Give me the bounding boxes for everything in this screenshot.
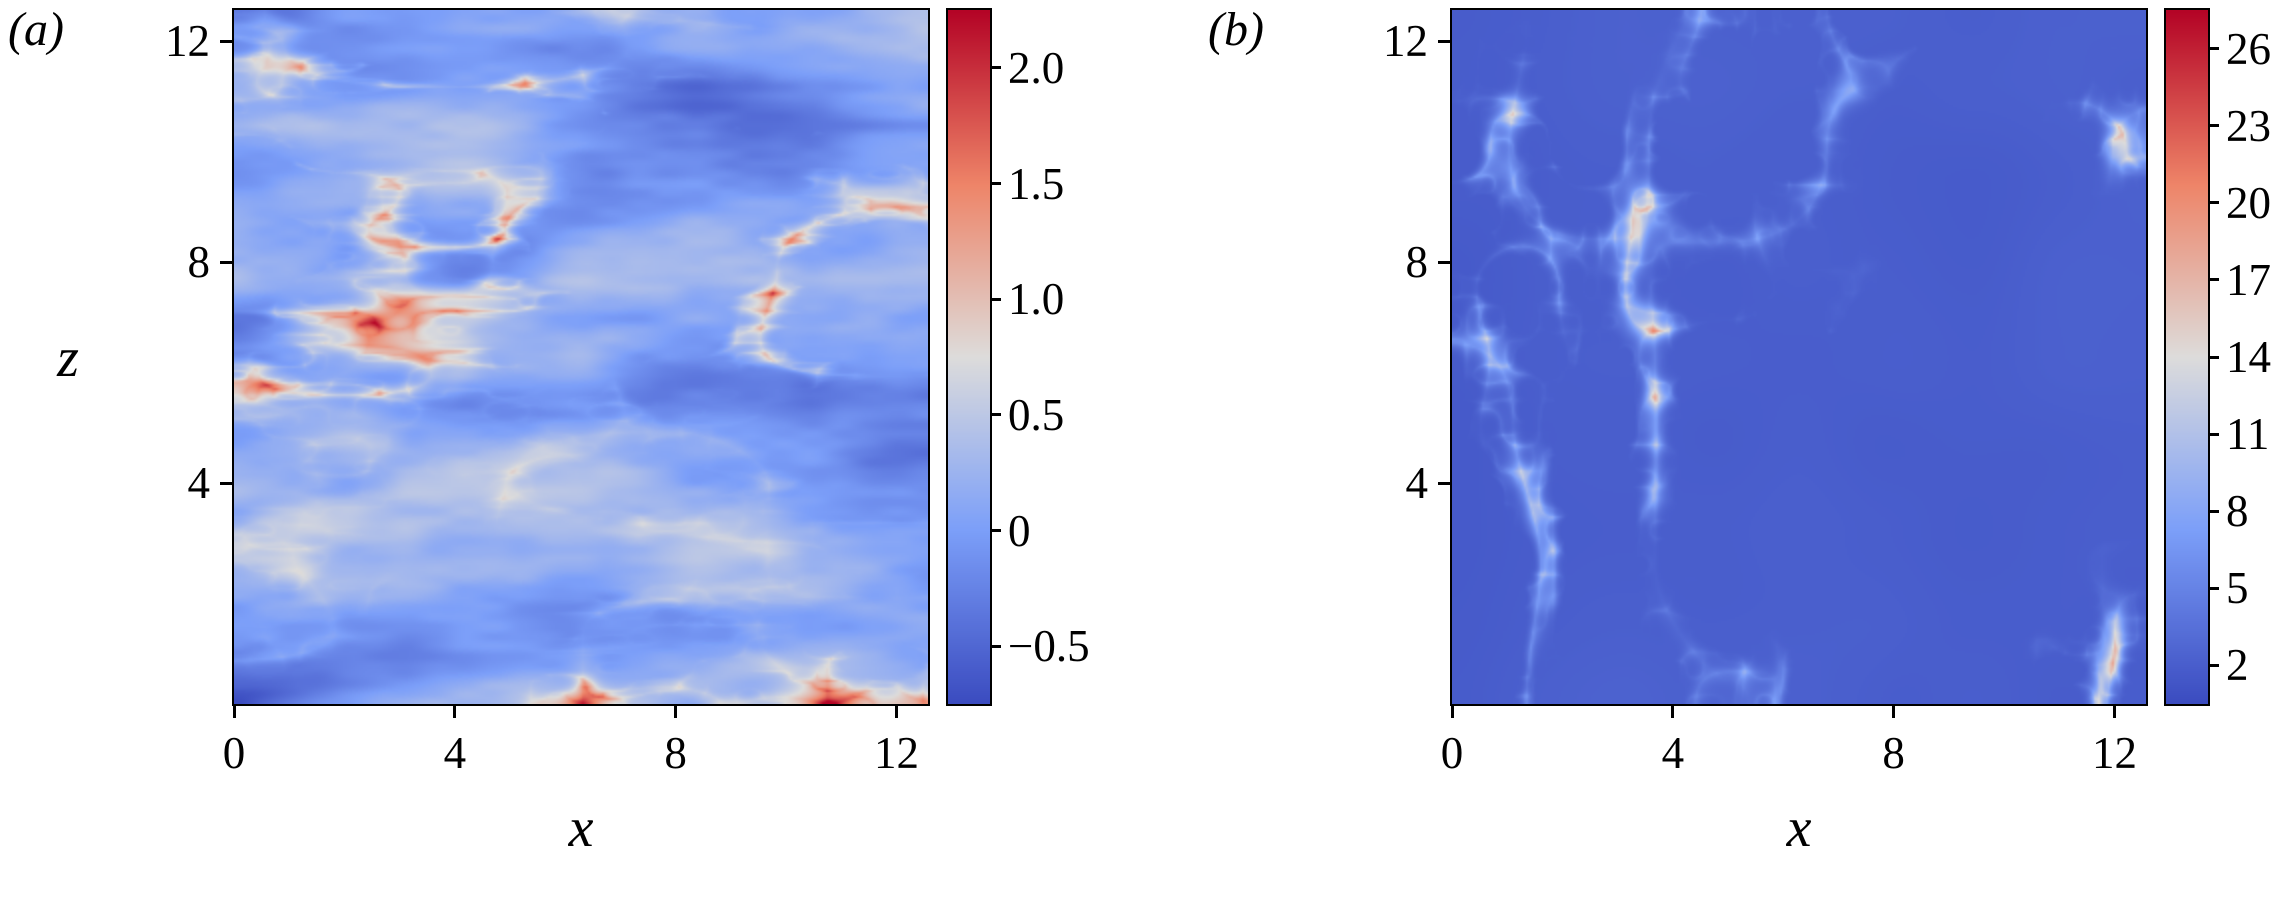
panel-b-colorbar-tick-mark (2210, 509, 2219, 513)
panel-a-x-tick-label: 12 (874, 728, 920, 778)
panel-b-x-tick-label: 12 (2092, 728, 2138, 778)
panel-b-colorbar-tick-label: 2 (2226, 640, 2249, 691)
panel-a-x-tick-label: 8 (664, 728, 687, 778)
panel-a-colorbar-tick-label: 0 (1008, 505, 1031, 556)
panel-b-colorbar-tick-mark (2210, 355, 2219, 359)
panel-b-y-tick-label: 12 (1383, 16, 1428, 67)
panel-a-colorbar-tick-mark (992, 297, 1001, 301)
panel-b-xlabel: x (1786, 797, 1812, 859)
panel-a-xlabel: x (568, 797, 594, 859)
panel-a-plot-frame (232, 8, 930, 706)
panel-a-y-tick-label: 8 (187, 237, 211, 288)
panel-b-colorbar-tick-mark (2210, 586, 2219, 590)
panel-b-colorbar-tick-label: 23 (2226, 100, 2271, 151)
panel-b-colorbar-tick-label: 5 (2226, 563, 2249, 614)
panel-a-y-tick-label: 4 (187, 458, 211, 509)
panel-b-x-tick-mark (1450, 706, 1454, 718)
panel-a-y-tick-mark (220, 39, 232, 43)
panel-b-colorbar-tick-mark (2210, 663, 2219, 667)
panel-a-colorbar-tick-mark (992, 413, 1001, 417)
panel-a-colorbar (948, 10, 990, 704)
panel-b-colorbar-tick-mark (2210, 278, 2219, 282)
panel-b-x-tick-label: 4 (1661, 728, 1685, 778)
panel-b-y-tick-label: 4 (1405, 458, 1429, 509)
panel-b-colorbar-tick-label: 11 (2226, 409, 2270, 460)
panel-b-plot-frame (1450, 8, 2148, 706)
panel-a-colorbar-frame (946, 8, 992, 706)
panel-a-x-tick-label: 4 (443, 728, 467, 778)
panel-a-y-tick-mark (220, 260, 232, 264)
panel-b-colorbar-tick-mark (2210, 201, 2219, 205)
panel-b-colorbar-frame (2164, 8, 2210, 706)
panel-b-heatmap (1452, 10, 2146, 704)
panel-b-colorbar-tick-label: 26 (2226, 23, 2271, 74)
panel-a-colorbar-tick-mark (992, 529, 1001, 532)
panel-a-y-tick-label: 12 (165, 16, 210, 67)
panel-a-heatmap (234, 10, 928, 704)
panel-b-y-tick-mark (1438, 260, 1450, 264)
panel-a-colorbar-tick-label: −0.5 (1008, 621, 1090, 672)
panel-b-colorbar-tick-mark (2210, 124, 2219, 128)
panel-a-x-tick-mark (674, 706, 678, 718)
panel-b-colorbar-tick-mark (2210, 47, 2219, 51)
panel-a-x-tick-mark (453, 706, 457, 718)
panel-b-label: (b) (1208, 3, 1264, 56)
panel-a-x-tick-mark (895, 706, 899, 718)
panel-a-ylabel: z (57, 327, 79, 389)
panel-a-colorbar-tick-label: 0.5 (1008, 389, 1065, 440)
panel-b-colorbar-tick-label: 20 (2226, 177, 2271, 228)
panel-b-x-tick-mark (2113, 706, 2117, 718)
panel-a-colorbar-tick-label: 1.5 (1008, 158, 1065, 209)
panel-b-y-tick-label: 8 (1405, 237, 1429, 288)
panel-b-colorbar-tick-mark (2210, 432, 2219, 436)
panel-b-colorbar-tick-label: 8 (2226, 486, 2249, 537)
panel-a-y-tick-mark (220, 481, 232, 485)
panel-a-x-tick-mark (232, 706, 236, 718)
panel-b-colorbar-tick-label: 14 (2226, 332, 2271, 382)
panel-b-x-tick-label: 8 (1882, 728, 1905, 778)
panel-b-x-tick-label: 0 (1440, 728, 1464, 778)
panel-b-x-tick-mark (1671, 706, 1675, 718)
panel-b-y-tick-mark (1438, 481, 1450, 485)
panel-b-x-tick-mark (1892, 706, 1896, 718)
panel-a-colorbar-tick-label: 2.0 (1008, 42, 1065, 93)
panel-a-label: (a) (8, 3, 64, 56)
panel-a-colorbar-tick-mark (992, 66, 1001, 70)
panel-a-colorbar-tick-mark (992, 182, 1001, 185)
panel-b-colorbar (2166, 10, 2208, 704)
panel-b-y-tick-mark (1438, 39, 1450, 43)
panel-a-colorbar-tick-label: 1.0 (1008, 274, 1065, 325)
panel-b-colorbar-tick-label: 17 (2226, 254, 2271, 305)
panel-a-x-tick-label: 0 (222, 728, 246, 778)
panel-a-colorbar-tick-mark (992, 644, 1001, 648)
